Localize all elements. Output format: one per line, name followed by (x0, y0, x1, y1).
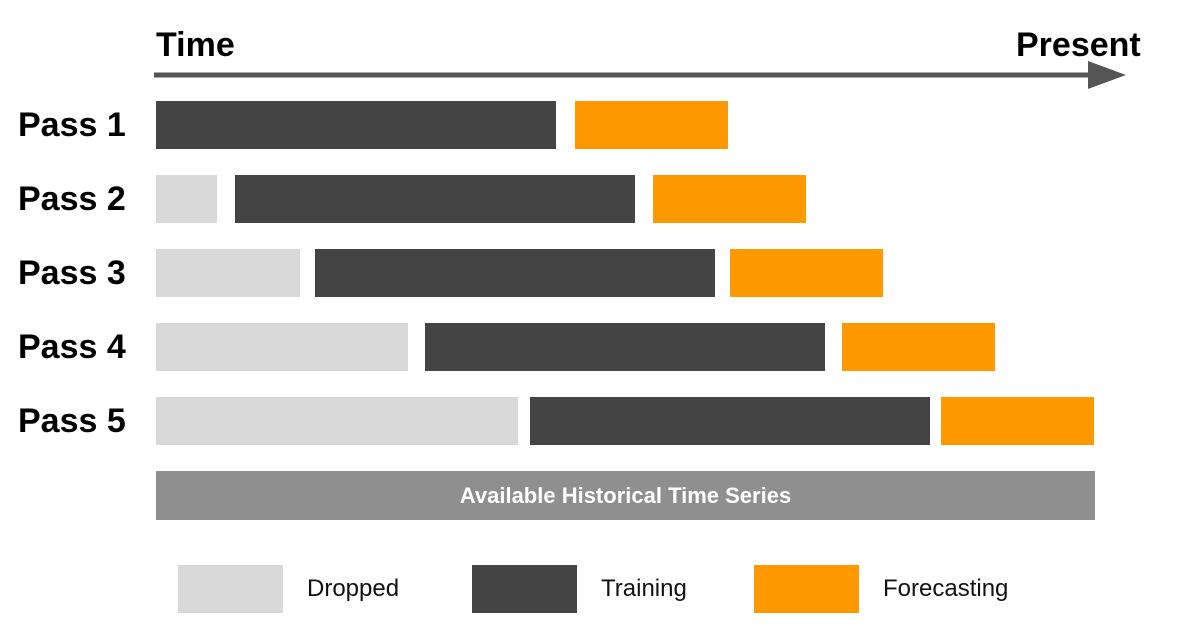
pass-3-training-segment (315, 249, 715, 297)
pass-2-forecasting-segment (653, 175, 806, 223)
legend-forecasting-label: Forecasting (883, 575, 1009, 602)
pass-5-training-segment (530, 397, 930, 445)
pass-1-training-segment (156, 101, 556, 149)
pass-4-dropped-segment (156, 323, 408, 371)
available-history-label: Available Historical Time Series (459, 482, 792, 508)
legend-dropped-swatch (178, 565, 283, 613)
pass-2-dropped-segment (156, 175, 217, 223)
pass-4-training-segment (425, 323, 825, 371)
available-history-bar: Available Historical Time Series (156, 471, 1095, 520)
pass-label-4: Pass 4 (18, 328, 126, 366)
legend-dropped-label: Dropped (307, 575, 400, 602)
pass-4-forecasting-segment (842, 323, 995, 371)
pass-5-dropped-segment (156, 397, 518, 445)
pass-5-forecasting-segment (941, 397, 1094, 445)
pass-label-5: Pass 5 (18, 402, 126, 440)
time-label: Time (156, 26, 235, 64)
pass-3-dropped-segment (156, 249, 300, 297)
legend-training-swatch (472, 565, 577, 613)
time-arrow-icon (154, 61, 1126, 89)
pass-3-forecasting-segment (730, 249, 883, 297)
pass-label-2: Pass 2 (18, 180, 126, 218)
legend-training-label: Training (601, 575, 687, 602)
present-label: Present (1016, 26, 1141, 64)
legend-forecasting-swatch (754, 565, 859, 613)
pass-label-3: Pass 3 (18, 254, 126, 292)
pass-label-1: Pass 1 (18, 106, 126, 144)
pass-2-training-segment (235, 175, 635, 223)
pass-1-forecasting-segment (575, 101, 728, 149)
